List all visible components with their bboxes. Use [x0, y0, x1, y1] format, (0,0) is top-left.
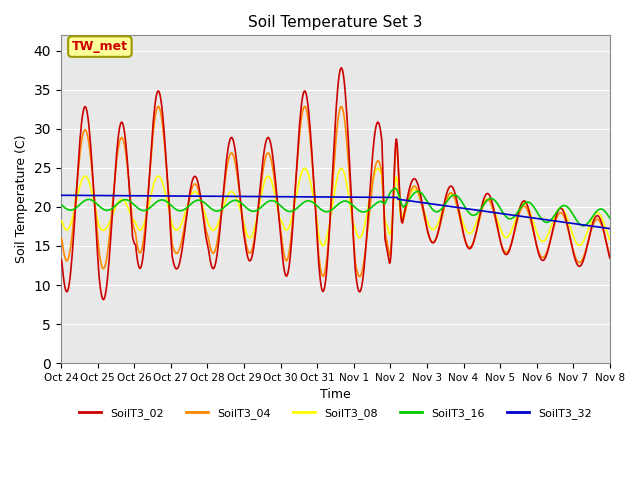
SoilT3_08: [201, 211, 209, 217]
SoilT3_04: [328, 196, 335, 202]
SoilT3_02: [100, 297, 108, 302]
SoilT3_16: [435, 208, 443, 214]
SoilT3_02: [436, 221, 444, 227]
SoilT3_02: [202, 233, 210, 239]
SoilT3_32: [556, 219, 563, 225]
SoilT3_16: [177, 208, 185, 214]
SoilT3_16: [380, 201, 388, 206]
SoilT3_08: [328, 203, 336, 208]
SoilT3_04: [155, 104, 163, 109]
SoilT3_02: [557, 205, 565, 211]
SoilT3_02: [179, 246, 186, 252]
SoilT3_02: [328, 187, 335, 193]
Legend: SoilT3_02, SoilT3_04, SoilT3_08, SoilT3_16, SoilT3_32: SoilT3_02, SoilT3_04, SoilT3_08, SoilT3_…: [75, 403, 596, 423]
SoilT3_32: [327, 194, 335, 200]
SoilT3_16: [579, 223, 587, 229]
SoilT3_04: [356, 274, 364, 279]
Line: SoilT3_08: SoilT3_08: [61, 168, 610, 246]
SoilT3_02: [606, 255, 614, 261]
Y-axis label: Soil Temperature (C): Soil Temperature (C): [15, 135, 28, 264]
SoilT3_04: [557, 210, 565, 216]
SoilT3_16: [606, 216, 614, 221]
SoilT3_04: [179, 236, 186, 241]
SoilT3_16: [327, 207, 335, 213]
SoilT3_04: [57, 235, 65, 240]
SoilT3_32: [380, 194, 388, 200]
SoilT3_08: [382, 219, 390, 225]
Line: SoilT3_32: SoilT3_32: [61, 195, 610, 228]
Line: SoilT3_04: SoilT3_04: [61, 107, 610, 276]
SoilT3_04: [202, 226, 210, 232]
SoilT3_08: [177, 221, 185, 227]
SoilT3_02: [57, 256, 65, 262]
SoilT3_16: [57, 202, 65, 208]
SoilT3_32: [606, 226, 614, 231]
SoilT3_08: [57, 217, 65, 223]
SoilT3_16: [557, 204, 564, 210]
SoilT3_02: [382, 240, 390, 246]
SoilT3_08: [319, 243, 327, 249]
X-axis label: Time: Time: [320, 388, 351, 401]
SoilT3_16: [201, 200, 209, 206]
SoilT3_32: [201, 193, 209, 199]
SoilT3_02: [338, 65, 346, 71]
SoilT3_32: [177, 193, 185, 199]
SoilT3_04: [436, 223, 444, 229]
SoilT3_32: [57, 192, 65, 198]
SoilT3_32: [435, 202, 442, 208]
Title: Soil Temperature Set 3: Soil Temperature Set 3: [248, 15, 422, 30]
Line: SoilT3_02: SoilT3_02: [61, 68, 610, 300]
SoilT3_08: [606, 237, 614, 243]
SoilT3_04: [382, 232, 390, 238]
SoilT3_04: [606, 253, 614, 259]
SoilT3_16: [392, 186, 399, 192]
SoilT3_08: [557, 205, 565, 211]
SoilT3_08: [436, 215, 444, 221]
Line: SoilT3_16: SoilT3_16: [61, 189, 610, 226]
Text: TW_met: TW_met: [72, 40, 128, 53]
SoilT3_08: [301, 166, 308, 171]
